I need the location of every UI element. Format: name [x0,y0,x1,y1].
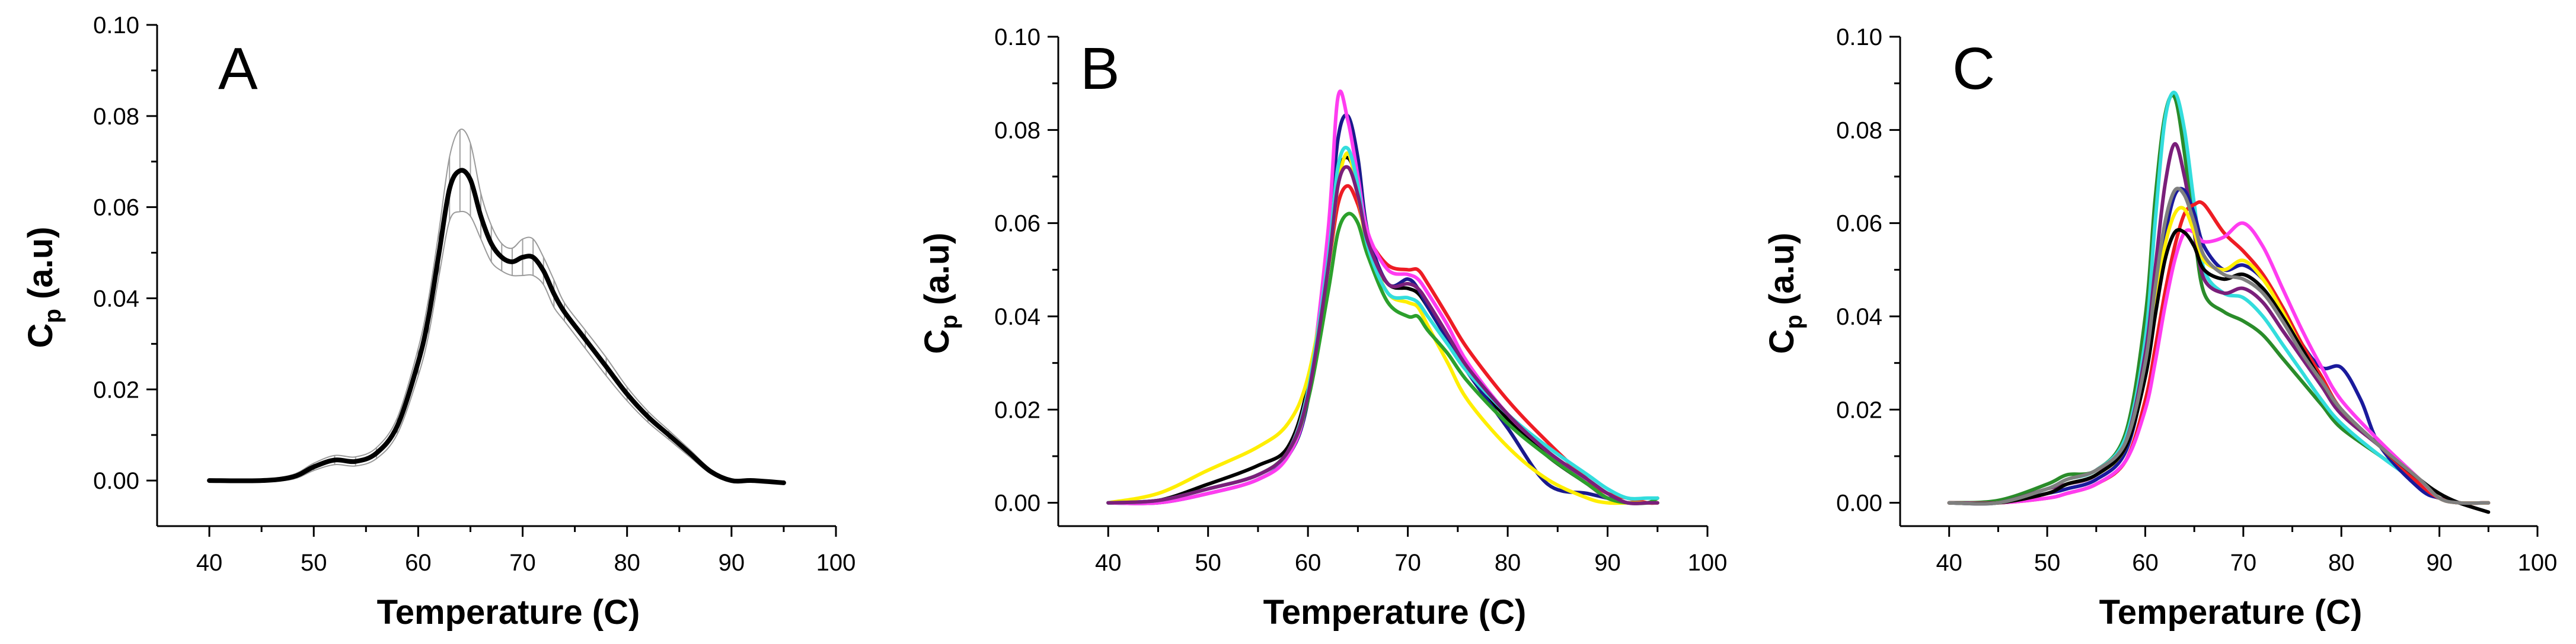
y-tick-label: 0.00 [994,491,1040,517]
y-tick-label: 0.10 [994,24,1040,50]
error-band-lower [209,210,784,485]
x-tick-label: 100 [1688,550,1728,576]
y-tick-label: 0.10 [1836,24,1882,50]
x-axis-title: Temperature (C) [1263,593,1527,632]
series-line-cyan [1947,91,2491,506]
y-tick-label: 0.08 [1836,117,1882,143]
x-tick-label: 40 [1936,550,1962,576]
y-tick-label: 0.06 [994,211,1040,237]
y-tick-label: 0.02 [994,397,1040,423]
y-tick-label: 0.04 [994,304,1040,330]
chart-panel-a: 40 50 60 70 80 90 100 0.00 0.02 0.04 0.06 0.08 0.10 T… [21,12,856,632]
x-tick-label: 60 [1295,550,1321,576]
y-axis-title: Cp (a.u) [21,227,66,348]
series-line-mean [207,168,786,485]
series-line-red [1106,184,1659,505]
y-tick-label: 0.04 [1836,304,1882,330]
x-tick-label: 40 [1095,550,1122,576]
panel-letter: A [218,36,258,102]
chart-panel-b: 40 50 60 70 80 90 100 0.00 0.02 0.04 0.06 0.08 0.10 T… [918,24,1727,632]
x-tick-label: 80 [614,550,640,576]
series-line-magenta [1947,221,2491,505]
x-tick-label: 70 [509,550,536,576]
y-tick-label: 0.02 [93,377,139,403]
plot-area [207,129,786,485]
y-tick-label: 0.00 [1836,491,1882,517]
y-tick-label: 0.00 [93,468,139,494]
x-tick-label: 70 [1394,550,1421,576]
x-tick-label: 40 [196,550,223,576]
y-tick-label: 0.02 [1836,397,1882,423]
x-tick-label: 90 [2426,550,2453,576]
y-tick-label: 0.10 [93,12,139,39]
series-line-magenta [1106,89,1659,505]
y-tick-label: 0.08 [93,104,139,130]
series-line-navy [1106,113,1659,505]
series-line-green [1106,212,1659,505]
x-axis-title: Temperature (C) [377,593,640,632]
x-tick-label: 100 [816,550,856,576]
plot-area [1947,91,2491,514]
series-line-cyan [1106,146,1659,505]
plot-area [1106,89,1659,505]
y-axis-title: Cp (a.u) [918,233,962,354]
series-line-navy [1947,187,2491,505]
x-tick-label: 60 [2132,550,2159,576]
x-axis-title: Temperature (C) [2099,593,2363,632]
x-tick-label: 50 [301,550,327,576]
x-tick-label: 50 [1195,550,1221,576]
y-tick-label: 0.06 [93,195,139,221]
y-tick-label: 0.08 [994,117,1040,143]
series-line-purple [1106,165,1659,505]
series-line-purple [1947,142,2491,506]
series-line-gray [1947,187,2491,506]
y-tick-label: 0.06 [1836,211,1882,237]
series-line-black [1106,155,1659,505]
x-tick-label: 90 [1594,550,1621,576]
series-line-yellow [1106,151,1659,505]
y-tick-label: 0.04 [93,286,139,312]
panel-letter: B [1080,36,1120,102]
x-tick-label: 100 [2518,550,2558,576]
x-tick-label: 80 [2328,550,2355,576]
y-axis-title: Cp (a.u) [1763,233,1807,354]
series-line-yellow [1947,206,2491,505]
x-tick-label: 90 [719,550,745,576]
x-tick-label: 60 [405,550,432,576]
x-tick-label: 50 [2034,550,2061,576]
x-tick-label: 70 [2230,550,2257,576]
series-line-green [1947,93,2491,505]
panel-letter: C [1952,36,1995,102]
x-tick-label: 80 [1495,550,1521,576]
chart-panel-c: 40 50 60 70 80 90 100 0.00 0.02 0.04 0.06 0.08 0.10 T… [1763,24,2557,632]
series-line-red [1947,200,2491,505]
error-band-upper [209,129,784,482]
